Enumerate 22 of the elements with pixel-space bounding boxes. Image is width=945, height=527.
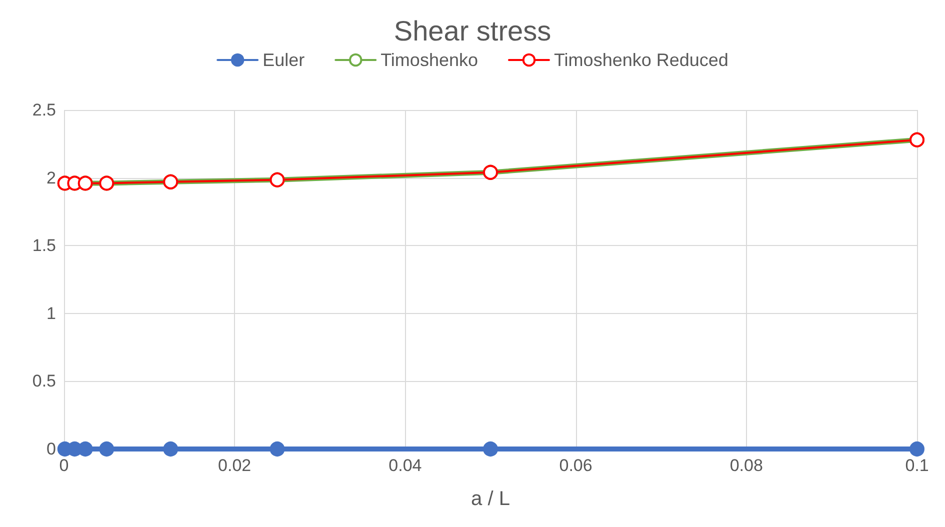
x-axis-title: a / L <box>471 488 510 510</box>
y-tick-label: 1.5 <box>32 236 56 256</box>
y-tick-label: 0.5 <box>32 372 56 391</box>
point <box>483 442 498 456</box>
y-tick-label: 2.5 <box>32 100 56 120</box>
x-tick-label: 0.02 <box>218 456 252 475</box>
y-tick-label: 0 <box>46 440 56 458</box>
x-tick-label: 0.08 <box>730 456 763 475</box>
point <box>99 442 114 456</box>
x-tick-label: 0 <box>59 456 69 475</box>
y-tick-label: 1 <box>46 304 56 323</box>
chart-title: Shear stress <box>394 16 552 46</box>
x-tick-label: 0.1 <box>905 456 929 475</box>
x-tick-label: 0.04 <box>388 456 422 475</box>
point <box>910 442 924 456</box>
legend-label: Timoshenko Reduced <box>554 50 728 70</box>
point <box>163 442 178 456</box>
legend-label: Euler <box>262 50 305 70</box>
x-tick-label: 0.06 <box>559 456 592 475</box>
y-tick-label: 2 <box>46 168 56 188</box>
legend-label: Timoshenko <box>380 50 478 70</box>
point <box>270 442 285 456</box>
